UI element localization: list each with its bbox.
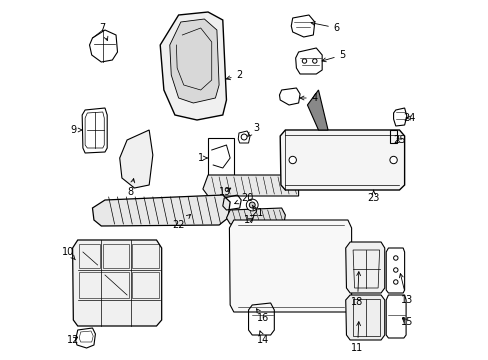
Text: 17: 17 [244,215,256,225]
Polygon shape [229,220,351,312]
Circle shape [246,199,258,211]
Circle shape [389,156,396,164]
Text: 4: 4 [300,93,317,103]
Text: 3: 3 [247,123,259,136]
Polygon shape [120,130,153,188]
Polygon shape [72,240,162,326]
Text: 25: 25 [392,135,405,145]
Polygon shape [160,12,226,120]
Text: 10: 10 [62,247,75,260]
Text: 19: 19 [219,187,231,197]
Text: 9: 9 [70,125,82,135]
Text: 24: 24 [402,113,414,123]
Polygon shape [92,195,230,226]
Text: 12: 12 [67,335,80,345]
Polygon shape [307,90,327,130]
Circle shape [288,156,296,164]
Circle shape [393,268,397,272]
Text: 16: 16 [256,309,269,323]
Circle shape [393,256,397,260]
Polygon shape [169,19,219,103]
Text: 5: 5 [322,50,345,62]
Text: 22: 22 [172,215,190,230]
Text: 6: 6 [310,22,339,33]
Polygon shape [203,175,298,196]
Polygon shape [280,130,404,190]
Circle shape [241,134,246,140]
Circle shape [249,202,255,208]
Text: 14: 14 [257,331,269,345]
Text: 11: 11 [351,322,363,353]
Circle shape [393,280,397,284]
Text: 21: 21 [251,205,263,218]
Text: 20: 20 [234,193,253,204]
Circle shape [312,59,316,63]
Text: 13: 13 [399,274,412,305]
Circle shape [302,59,306,63]
Polygon shape [226,208,285,224]
Text: 15: 15 [400,317,412,327]
Text: 8: 8 [127,179,135,197]
Text: 2: 2 [226,70,243,80]
Text: 18: 18 [351,272,363,307]
Polygon shape [345,295,384,340]
Text: 1: 1 [197,153,207,163]
Text: 23: 23 [367,190,379,203]
Text: 7: 7 [100,23,108,41]
Polygon shape [345,242,384,293]
